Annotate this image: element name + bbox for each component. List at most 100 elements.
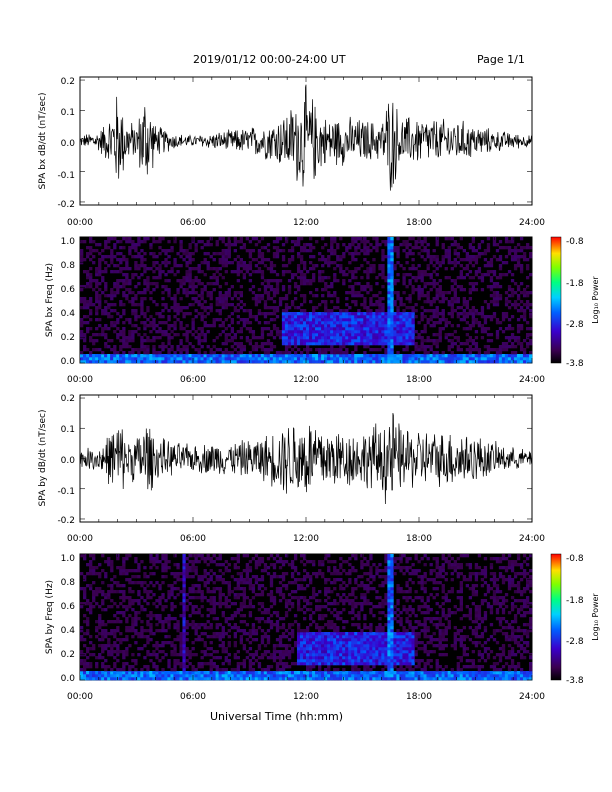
spectrogram-cell [284,312,289,316]
spectrogram-cell [504,342,509,346]
spectrogram-cell [245,321,250,325]
spectrogram-cell [137,575,141,579]
spectrogram-cell [167,327,171,331]
spectrogram-cell [83,575,87,579]
spectrogram-cell [206,677,210,681]
spectrogram-cell [384,255,388,259]
spectrogram-cell [396,246,400,250]
spectrogram-cell [312,267,316,271]
spectrogram-cell [390,291,394,295]
spectrogram-cell [351,357,355,361]
spectrogram-cell [89,309,93,313]
spectrogram-cell [257,345,262,349]
spectrogram-cell [209,557,213,561]
spectrogram-cell [336,246,340,250]
spectrogram-cell [348,339,352,343]
spectrogram-cell [528,303,533,307]
spectrogram-cell [278,575,283,579]
spectrogram-cell [122,557,126,561]
spectrogram-cell [372,303,376,307]
spectrogram-cell [185,674,189,678]
spectrogram-cell [152,321,156,325]
spectrogram-cell [312,315,316,319]
spectrogram-cell [212,345,216,349]
spectrogram-cell [227,590,231,594]
spectrogram-cell [269,593,274,597]
spectrogram-cell [200,674,204,678]
spectrogram-cell [447,249,451,253]
spectrogram-cell [272,575,277,579]
spectrogram-cell [372,357,376,361]
spectrogram-cell [149,252,153,256]
spectrogram-cell [209,291,213,295]
spectrogram-cell [137,303,141,307]
spectrogram-cell [164,569,168,573]
spectrogram-cell [423,273,427,277]
spectrogram-cell [170,270,174,274]
spectrogram-cell [224,677,228,681]
spectrogram-cell [366,330,370,334]
spectrogram-cell [140,339,144,343]
dbdt-trace [79,84,533,191]
spectrogram-cell [513,345,518,349]
spectrogram-cell [525,291,530,295]
spectrogram-cell [315,306,319,310]
spectrogram-cell [242,677,247,681]
spectrogram-cell [167,324,171,328]
spectrogram-cell [185,291,189,295]
spectrogram-cell [128,333,132,337]
spectrogram-cell [215,300,219,304]
spectrogram-cell [161,566,165,570]
spectrogram-cell [134,312,138,316]
spectrogram-cell [125,629,129,633]
spectrogram-cell [330,249,334,253]
spectrogram-cell [179,279,183,283]
spectrogram-cell [143,279,147,283]
panel-bx-spectrogram-ytick: 0.6 [61,285,76,295]
spectrogram-cell [269,578,274,582]
spectrogram-cell [149,638,153,642]
spectrogram-cell [351,336,355,340]
spectrogram-cell [143,590,147,594]
spectrogram-cell [354,324,358,328]
spectrogram-cell [158,677,162,681]
spectrogram-cell [170,324,174,328]
spectrogram-cell [260,255,265,259]
spectrogram-cell [101,360,105,364]
spectrogram-cell [498,351,503,355]
spectrogram-cell [95,348,99,352]
spectrogram-cell [182,312,186,316]
spectrogram-cell [396,249,400,253]
spectrogram-cell [245,554,250,558]
spectrogram-cell [522,309,527,313]
spectrogram-cell [516,255,521,259]
spectrogram-cell [182,587,186,591]
spectrogram-cell [164,605,168,609]
spectrogram-cell [173,360,177,364]
spectrogram-cell [333,315,337,319]
spectrogram-cell [296,623,301,627]
spectrogram-cell [345,357,349,361]
spectrogram-cell [387,351,391,355]
spectrogram-cell [369,315,373,319]
spectrogram-cell [405,255,409,259]
spectrogram-cell [483,264,488,268]
spectrogram-cell [450,303,454,307]
spectrogram-cell [113,270,117,274]
spectrogram-cell [360,357,364,361]
spectrogram-cell [504,354,509,358]
spectrogram-cell [510,357,515,361]
spectrogram-cell [173,333,177,337]
spectrogram-cell [459,342,463,346]
spectrogram-cell [281,324,286,328]
spectrogram-cell [86,306,90,310]
spectrogram-cell [420,315,424,319]
spectrogram-cell [86,572,90,576]
spectrogram-cell [221,351,225,355]
spectrogram-cell [230,590,234,594]
spectrogram-cell [215,665,219,669]
spectrogram-cell [206,578,210,582]
spectrogram-cell [281,318,286,322]
spectrogram-cell [218,677,222,681]
spectrogram-cell [143,587,147,591]
